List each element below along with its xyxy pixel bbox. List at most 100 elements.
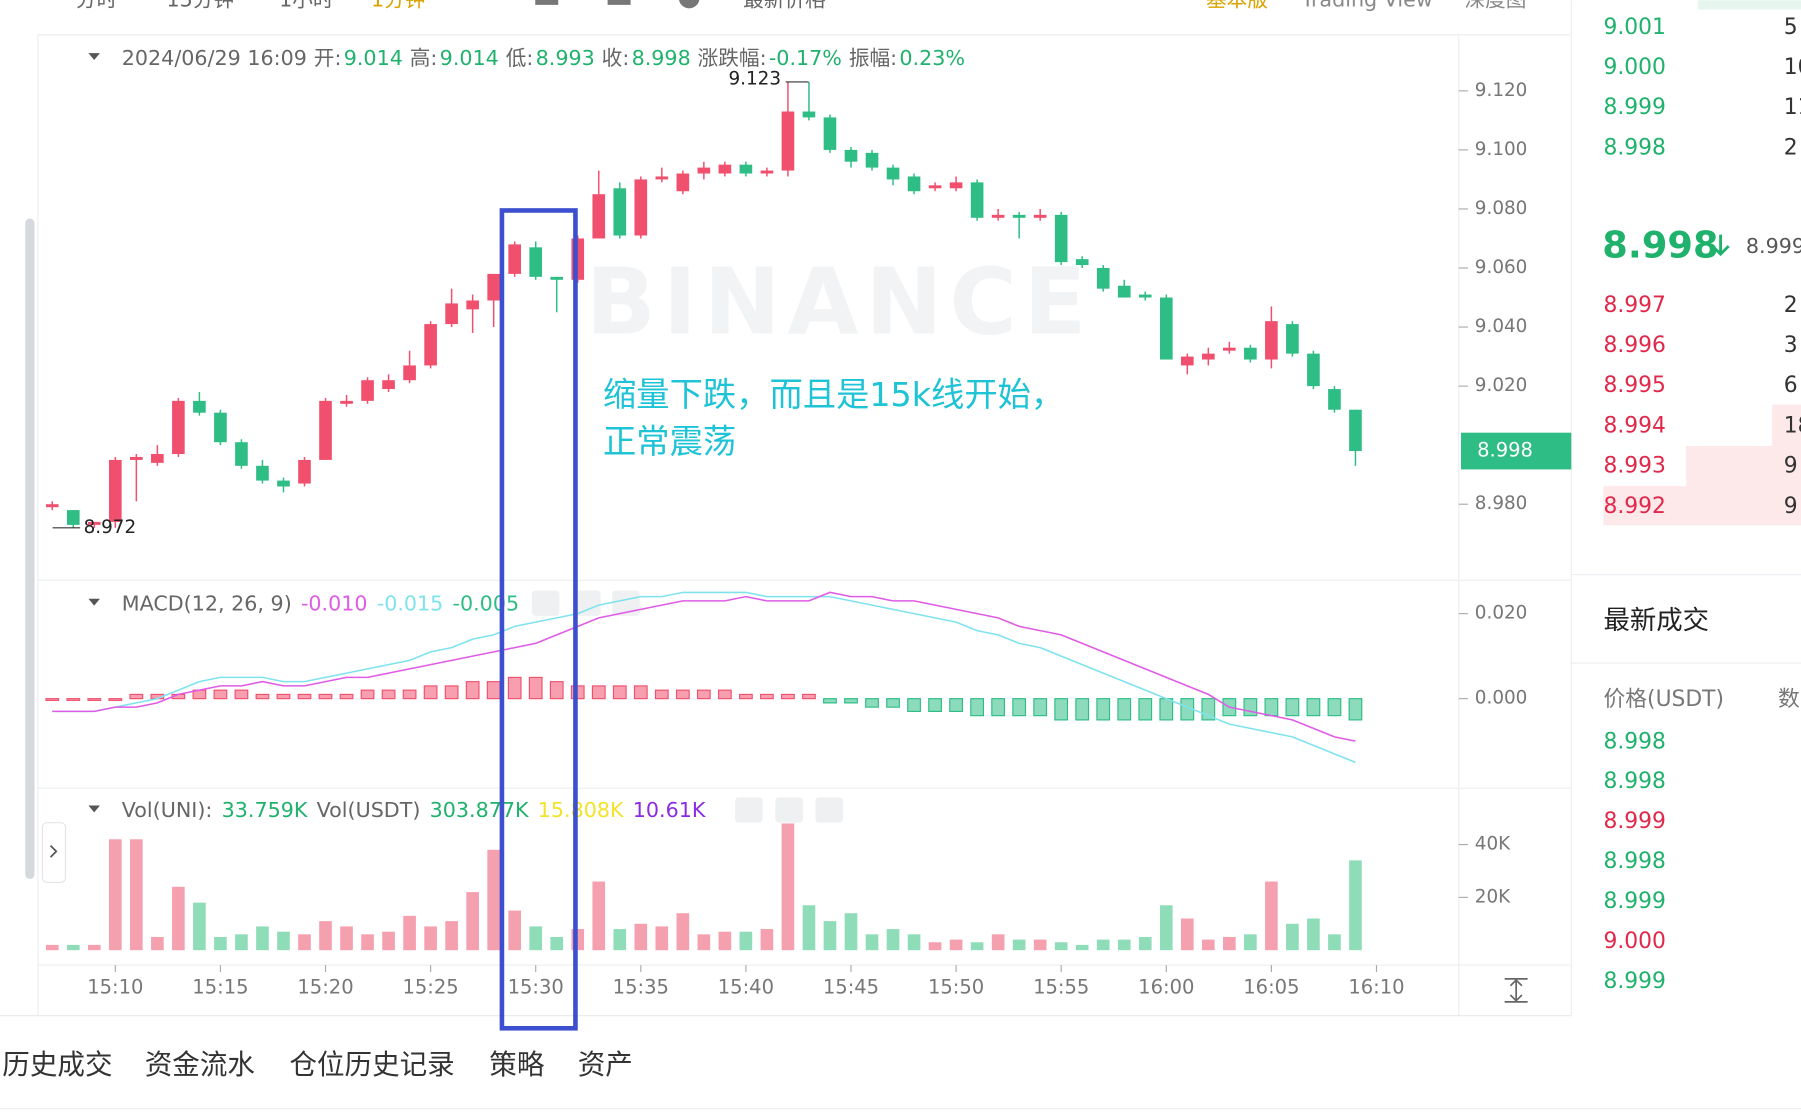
- volume-bar: [1012, 939, 1026, 951]
- macd-bar: [444, 685, 459, 700]
- interval-tab[interactable]: 15分钟: [167, 0, 235, 11]
- candle-body: [298, 459, 311, 484]
- interval-tab[interactable]: 1分钟: [371, 0, 425, 11]
- macd-bar: [654, 689, 669, 700]
- volume-bar: [277, 931, 290, 951]
- view-tab[interactable]: Trading View: [1300, 0, 1432, 11]
- macd-bar: [1243, 698, 1258, 717]
- interval-tab[interactable]: 1小时: [279, 0, 333, 11]
- volume-bar: [1138, 936, 1152, 951]
- highlight-box: [499, 208, 578, 1031]
- eye-icon[interactable]: [735, 797, 763, 823]
- legend-item: 振幅:: [849, 46, 897, 70]
- x-tick-label: 15:55: [1033, 976, 1089, 999]
- collapse-icon[interactable]: [88, 805, 100, 813]
- bid-price: 8.997: [1603, 293, 1665, 318]
- macd-bar: [255, 693, 270, 700]
- y-tick-label: 20K: [1475, 886, 1511, 907]
- macd-bar: [402, 689, 417, 700]
- candle-body: [214, 412, 227, 443]
- bottom-tab[interactable]: 策略: [489, 1049, 545, 1081]
- view-tab[interactable]: 深度图: [1464, 0, 1526, 11]
- ask-qty: 2: [1784, 135, 1798, 160]
- settings-icon[interactable]: [573, 590, 601, 616]
- macd-bar: [717, 689, 732, 700]
- close-icon[interactable]: [815, 797, 844, 823]
- candle-body: [760, 170, 774, 174]
- close-icon[interactable]: [612, 590, 640, 616]
- macd-bar: [66, 698, 81, 701]
- trades-header: 数: [1778, 687, 1800, 712]
- candle-body: [256, 465, 269, 481]
- x-tick-label: 15:15: [192, 976, 248, 999]
- volume-bar: [445, 921, 458, 951]
- volume-bar: [193, 902, 206, 951]
- volume-bar: [1054, 942, 1068, 951]
- legend: Vol(UNI): 33.759K Vol(USDT) 303.877K 15.808K…: [122, 798, 706, 822]
- candle-body: [508, 244, 522, 274]
- candle-body: [424, 324, 437, 366]
- x-tick-label: 15:50: [928, 976, 984, 999]
- volume-bar: [130, 839, 143, 951]
- bottom-tab[interactable]: 资产: [578, 1049, 633, 1081]
- annotation: 缩量下跌，而且是15k线开始，: [603, 375, 1064, 414]
- macd-bar: [360, 689, 375, 700]
- trade-price: 8.999: [1603, 889, 1665, 914]
- x-tick-label: 15:40: [718, 976, 774, 999]
- bottom-tab[interactable]: 资金流水: [145, 1049, 255, 1081]
- legend-value: -0.010: [301, 591, 368, 615]
- settings-icon[interactable]: [775, 797, 803, 823]
- eye-icon[interactable]: [531, 590, 560, 616]
- macd-bar: [1117, 698, 1132, 721]
- candle-body: [550, 276, 564, 280]
- candle-body: [592, 194, 606, 239]
- bottom-tab[interactable]: 历史成交: [2, 1049, 112, 1081]
- volume-bar: [487, 849, 500, 951]
- candle-body: [1138, 294, 1152, 298]
- candle-body: [1012, 214, 1026, 218]
- x-tick-label: 15:45: [823, 976, 879, 999]
- macd-bar: [1348, 698, 1363, 721]
- scrollbar[interactable]: [25, 218, 35, 879]
- bottom-tab[interactable]: 仓位历史记录: [289, 1049, 454, 1081]
- candle-body: [529, 247, 543, 277]
- macd-bar: [1075, 698, 1090, 721]
- bid-price: 8.994: [1603, 413, 1665, 438]
- y-tick-label: 9.040: [1475, 316, 1528, 337]
- collapse-icon[interactable]: [88, 598, 100, 606]
- volume-bar: [87, 944, 101, 951]
- volume-bar: [1244, 934, 1257, 951]
- volume-bar: [970, 942, 984, 951]
- legend-label: Vol(USDT): [317, 798, 421, 822]
- candle-body: [193, 400, 206, 413]
- toolbar-icon[interactable]: [607, 0, 631, 5]
- macd-bar: [507, 676, 522, 700]
- bid-qty: 2: [1784, 293, 1798, 318]
- candle-body: [45, 504, 59, 508]
- collapse-icon[interactable]: [88, 53, 100, 61]
- candle-body: [634, 179, 648, 236]
- volume-bar: [802, 905, 816, 951]
- y-tick-label: 9.080: [1475, 198, 1528, 219]
- price-type[interactable]: 最新价格: [743, 0, 826, 11]
- volume-bar: [1202, 939, 1215, 951]
- volume-bar: [886, 929, 900, 951]
- trades-title: 最新成交: [1603, 605, 1709, 636]
- legend-value: 9.014: [344, 46, 403, 70]
- interval-tab[interactable]: 分时: [76, 0, 117, 11]
- view-tab[interactable]: 基本版: [1206, 0, 1268, 11]
- depth-bar: [1697, 0, 1801, 10]
- volume-bar: [298, 934, 311, 951]
- macd-bar: [318, 693, 333, 700]
- trade-price: 8.998: [1603, 729, 1665, 754]
- candle-body: [739, 164, 753, 174]
- volume-bar: [319, 921, 332, 951]
- candle-body: [697, 167, 711, 174]
- scale-icon[interactable]: [1504, 978, 1528, 1003]
- macd-bar: [760, 693, 774, 700]
- toolbar-icon[interactable]: [679, 0, 700, 9]
- macd-bar: [339, 693, 354, 700]
- toolbar-icon[interactable]: [535, 0, 559, 5]
